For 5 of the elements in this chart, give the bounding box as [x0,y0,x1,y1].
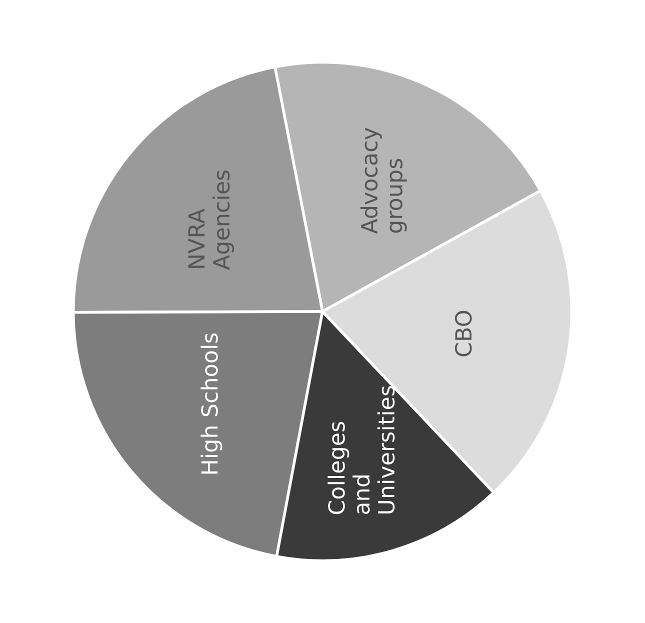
slice-label: Advocacy groups [360,128,407,234]
slice-label: Colleges and Universities [328,386,395,514]
slice-label: NVRA Agencies [188,170,234,270]
slice-label: CBO [454,310,472,356]
slice-label: High Schools [200,333,222,474]
